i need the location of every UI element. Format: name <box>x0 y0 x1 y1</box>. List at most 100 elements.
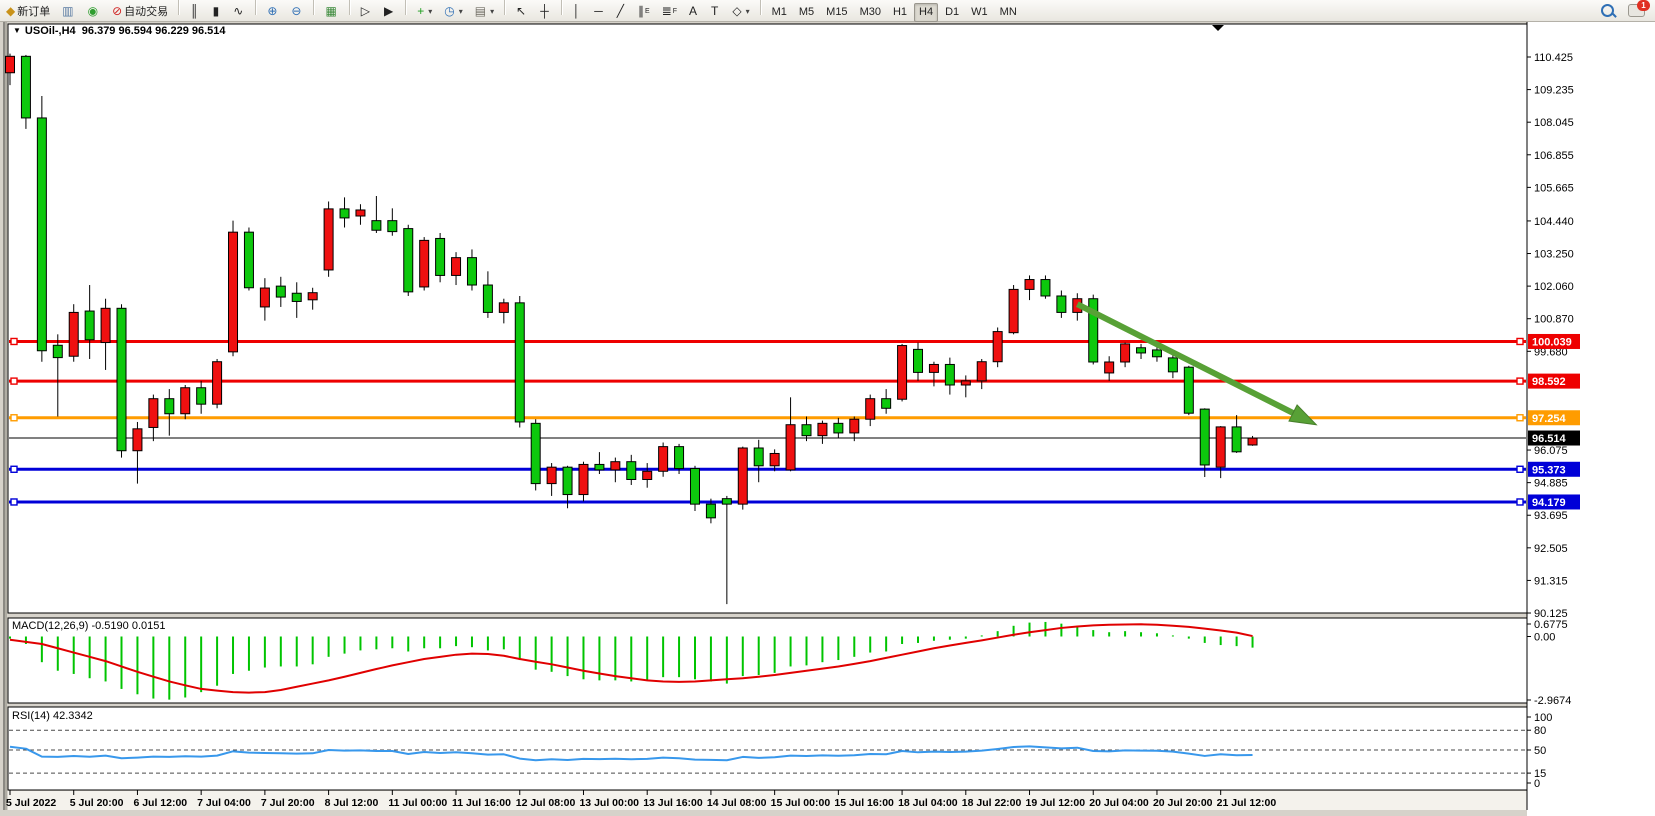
toolbar: ◆ 新订单 ▥ ◉ ⊘ 自动交易 ║ ▮ ∿ ⊕ ⊖ ▦ ▷ ▶ + ▾ ◷ ▾ ▤ ▾ ↖ ┼ │ ─ ╱ ∥ E ≣ F A T ◇ ▾ M1… <box>0 0 1655 22</box>
text-button[interactable]: A <box>684 2 704 21</box>
bar-chart-icon: ║ <box>190 4 199 19</box>
resistance-line-1-handle[interactable] <box>10 337 18 346</box>
search-icon[interactable] <box>1601 4 1617 18</box>
candle-body <box>403 228 414 293</box>
vertical-line-icon: │ <box>572 4 581 19</box>
trend-arrow[interactable] <box>1075 301 1318 426</box>
timeframe-button-MN[interactable]: MN <box>995 3 1022 22</box>
macd-series <box>9 621 1254 700</box>
price-badge-label: 98.592 <box>1532 376 1566 388</box>
resistance-line-2-handle[interactable] <box>1516 377 1524 385</box>
signals-button[interactable]: ◉ <box>83 2 105 21</box>
equidistant-channel-button[interactable]: ∥ E <box>637 4 650 19</box>
zoom-out-button[interactable]: ⊖ <box>286 2 308 21</box>
time-tick-label: 18 Jul 04:00 <box>898 797 958 809</box>
chat-button[interactable]: 1 <box>1628 0 1650 17</box>
time-tick-label: 18 Jul 22:00 <box>962 797 1022 809</box>
support-line-2-handle[interactable] <box>1516 498 1524 506</box>
candlestick-chart-button[interactable]: ▮ <box>208 2 227 21</box>
tile-windows-button[interactable]: ▦ <box>320 2 343 21</box>
candle-body <box>1088 298 1099 363</box>
chart-shift-button[interactable]: ▶ <box>379 2 400 21</box>
timeframe-label: H1 <box>892 6 908 19</box>
candle-body <box>84 310 95 341</box>
timeframe-button-W1[interactable]: W1 <box>966 3 993 22</box>
candle-body <box>1151 349 1162 358</box>
candlestick-series <box>5 53 1258 605</box>
tile-windows-icon: ▦ <box>325 4 337 19</box>
pivot-line-handle[interactable] <box>1516 414 1524 422</box>
support-line-2-handle[interactable] <box>10 498 18 506</box>
timeframe-button-M5[interactable]: M5 <box>794 3 819 22</box>
candle-body <box>785 424 796 471</box>
candle-body <box>1120 343 1131 363</box>
globe-icon: ◉ <box>87 4 99 19</box>
timeframe-button-M30[interactable]: M30 <box>855 3 886 22</box>
candle-body <box>833 422 844 434</box>
text-icon: A <box>688 4 697 19</box>
timeframe-button-H4[interactable]: H4 <box>914 2 939 22</box>
chart-window-button[interactable]: ▥ <box>57 2 80 21</box>
candle-body <box>307 292 318 301</box>
timeframe-button-D1[interactable]: D1 <box>940 3 964 22</box>
candlestick-icon: ▮ <box>212 4 220 19</box>
chart-shift-icon: ▶ <box>384 4 394 19</box>
timeframe-label: M5 <box>798 6 815 19</box>
candle-body <box>562 466 573 496</box>
toolbar-separator <box>255 0 258 16</box>
timeframe-button-M15[interactable]: M15 <box>821 3 852 22</box>
candle-body <box>196 387 207 405</box>
bar-chart-button[interactable]: ║ <box>185 2 206 21</box>
shapes-button[interactable]: ◇ ▾ <box>727 2 754 21</box>
add-indicator-icon: + <box>417 4 425 19</box>
auto-scroll-button[interactable]: ▷ <box>356 2 377 21</box>
support-line-1-handle[interactable] <box>1516 465 1524 473</box>
time-tick-label: 21 Jul 12:00 <box>1217 797 1277 809</box>
price-badges: 100.039 98.592 97.254 96.514 95.373 94.179 <box>1528 333 1580 510</box>
line-chart-button[interactable]: ∿ <box>228 2 250 21</box>
time-tick-label: 15 Jul 16:00 <box>834 797 894 809</box>
timeframe-button-H1[interactable]: H1 <box>888 3 912 22</box>
candle-body <box>148 398 159 428</box>
timeframe-button-M1[interactable]: M1 <box>767 3 792 22</box>
periods-button[interactable]: ◷ ▾ <box>439 2 468 21</box>
price-badge <box>1528 373 1580 389</box>
support-line-1-handle[interactable] <box>10 465 18 473</box>
candle-body <box>228 231 239 353</box>
macd-signal-line <box>9 623 1253 694</box>
shapes-icon: ◇ <box>732 4 742 19</box>
autotrading-button[interactable]: ⊘ 自动交易 <box>107 2 173 21</box>
candle-body <box>753 447 764 467</box>
crosshair-button[interactable]: ┼ <box>535 2 556 21</box>
price-tick-label: 103.250 <box>1534 249 1574 261</box>
trendline-button[interactable]: ╱ <box>612 2 631 21</box>
indicators-button[interactable]: + ▾ <box>412 2 437 21</box>
toolbar-separator <box>759 0 762 16</box>
time-tick-label: 7 Jul 04:00 <box>197 797 251 809</box>
time-tick-label: 13 Jul 00:00 <box>579 797 639 809</box>
fibonacci-button[interactable]: ≣ F <box>661 4 677 19</box>
horizontal-line-button[interactable]: ─ <box>589 2 610 21</box>
pivot-line-handle[interactable] <box>10 414 18 422</box>
cursor-button[interactable]: ↖ <box>511 2 533 21</box>
time-tick-label: 11 Jul 16:00 <box>452 797 511 809</box>
resistance-line-2-handle[interactable] <box>10 377 18 385</box>
time-tick-label: 7 Jul 20:00 <box>261 797 315 809</box>
rsi-tick-label: 100 <box>1534 712 1552 724</box>
text-label-button[interactable]: T <box>706 2 725 21</box>
vertical-line-button[interactable]: │ <box>568 2 588 21</box>
horizontal-line-icon: ─ <box>594 4 603 19</box>
new-order-button[interactable]: ◆ 新订单 <box>1 2 55 21</box>
templates-button[interactable]: ▤ ▾ <box>470 2 499 21</box>
price-tick-label: 100.870 <box>1534 314 1574 326</box>
auto-scroll-icon: ▷ <box>360 4 371 19</box>
price-badge <box>1528 333 1580 349</box>
candle-body <box>1040 279 1051 297</box>
candle-body <box>339 208 350 219</box>
cursor-icon: ↖ <box>516 4 527 19</box>
price-badge <box>1528 410 1580 426</box>
resistance-line-1-handle[interactable] <box>1516 337 1524 346</box>
zoom-in-button[interactable]: ⊕ <box>262 2 284 21</box>
candle-body <box>1215 426 1226 468</box>
rsi-tick-label: 0 <box>1534 778 1540 790</box>
